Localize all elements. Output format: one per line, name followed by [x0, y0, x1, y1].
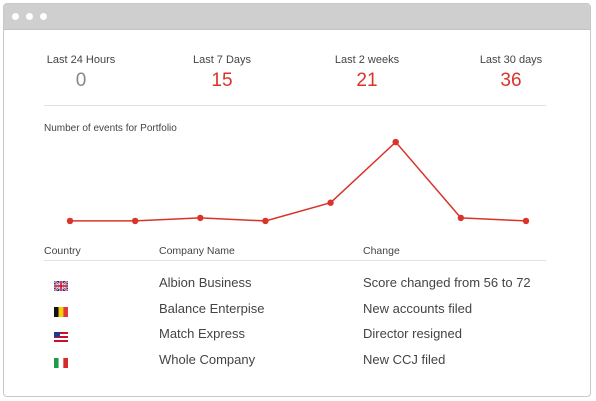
window-control-dot[interactable]: [12, 13, 19, 20]
company-name-cell: Whole Company: [159, 352, 256, 367]
company-name-cell: Balance Enterpise: [159, 301, 265, 316]
stat-label: Last 2 weeks: [334, 54, 400, 66]
stat-value: 0: [75, 70, 87, 91]
change-cell: New accounts filed: [363, 301, 473, 316]
table-header-divider: [44, 260, 546, 261]
series-line: [70, 140, 527, 222]
data-point[interactable]: [327, 199, 334, 206]
table-row[interactable]: Balance Enterpise New accounts filed: [4, 301, 590, 321]
stat-label: Last 30 days: [479, 54, 543, 66]
table-row[interactable]: Albion Business Score changed from 56 to …: [4, 275, 590, 295]
stat-last-30-days: Last 30 days 36: [456, 54, 566, 92]
change-cell: Score changed from 56 to 72: [363, 275, 531, 290]
stat-value: 15: [211, 70, 233, 91]
column-header-company-name: Company Name: [159, 245, 235, 257]
table-row[interactable]: Match Express Director resigned: [4, 326, 590, 346]
data-point[interactable]: [457, 214, 465, 222]
window-titlebar: [4, 4, 590, 30]
data-point[interactable]: [66, 217, 74, 225]
data-point[interactable]: [392, 138, 399, 146]
window-control-dot[interactable]: [26, 13, 33, 20]
stat-label: Last 7 Days: [192, 54, 252, 66]
column-header-change: Change: [363, 245, 400, 257]
data-point[interactable]: [262, 217, 269, 225]
column-header-country: Country: [44, 245, 81, 257]
browser-window: Last 24 Hours 0 Last 7 Days 15 Last 2 we…: [3, 3, 591, 397]
italy-flag-icon: [54, 355, 68, 368]
data-point[interactable]: [522, 217, 530, 225]
data-point[interactable]: [197, 214, 204, 222]
window-control-dot[interactable]: [40, 13, 47, 20]
divider: [44, 105, 546, 106]
uk-flag-icon: [53, 278, 69, 292]
stat-value: 21: [356, 70, 378, 91]
company-name-cell: Match Express: [159, 326, 245, 341]
event-stats: Last 24 Hours 0 Last 7 Days 15 Last 2 we…: [44, 54, 546, 98]
stat-last-2-weeks: Last 2 weeks 21: [312, 54, 422, 92]
belgium-flag-icon: [54, 304, 68, 317]
us-flag-icon: [54, 329, 68, 342]
table-row[interactable]: Whole Company New CCJ filed: [4, 352, 590, 372]
company-name-cell: Albion Business: [159, 275, 252, 290]
change-cell: Director resigned: [363, 326, 462, 341]
change-cell: New CCJ filed: [363, 352, 446, 367]
stat-label: Last 24 Hours: [46, 54, 116, 66]
stat-last-7-days: Last 7 Days 15: [167, 54, 277, 92]
chart-title: Number of events for Portfolio: [44, 123, 177, 134]
stat-value: 36: [500, 70, 522, 91]
stat-last-24-hours: Last 24 Hours 0: [26, 54, 136, 92]
data-point[interactable]: [131, 217, 139, 225]
events-line-chart: [66, 138, 530, 225]
